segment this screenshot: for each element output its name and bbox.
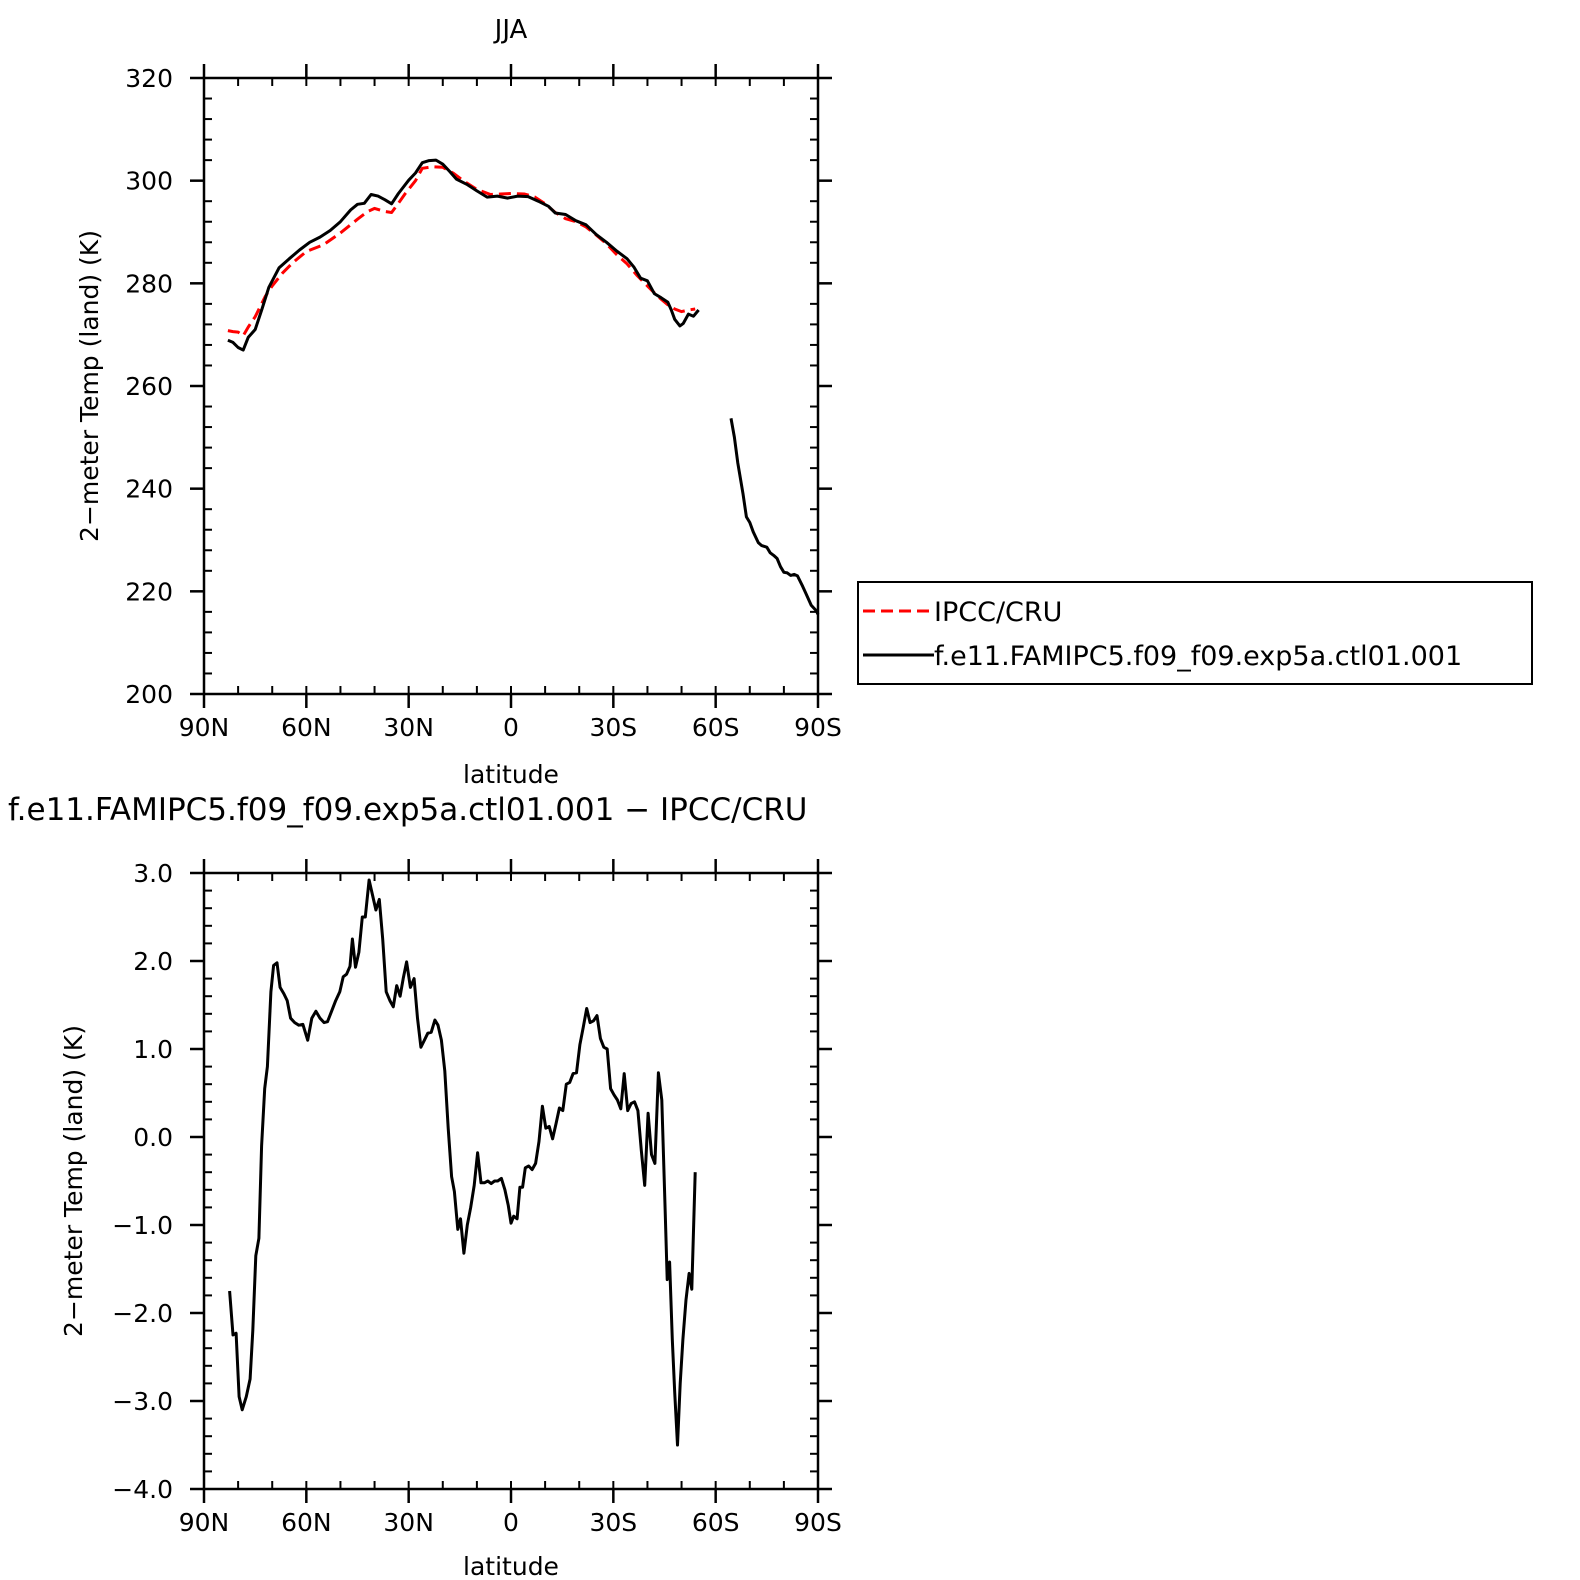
- y-axis-label: 2−meter Temp (land) (K): [59, 1025, 88, 1337]
- x-tick-label: 30S: [589, 713, 637, 742]
- y-tick-label: 320: [125, 64, 173, 93]
- bottom-chart-panel: f.e11.FAMIPC5.f09_f09.exp5a.ctl01.001 − …: [8, 792, 842, 1580]
- y-tick-label: 220: [125, 577, 173, 606]
- y-tick-label: 0.0: [133, 1123, 173, 1152]
- y-tick-label: −3.0: [112, 1387, 173, 1416]
- y-axis-label: 2−meter Temp (land) (K): [75, 230, 104, 542]
- y-tick-label: 300: [125, 167, 173, 196]
- y-tick-label: 240: [125, 475, 173, 504]
- x-tick-label: 60N: [281, 713, 332, 742]
- chart-title: JJA: [493, 15, 528, 45]
- x-tick-label: 0: [503, 713, 519, 742]
- x-tick-label: 60N: [281, 1508, 332, 1537]
- legend: IPCC/CRU f.e11.FAMIPC5.f09_f09.exp5a.ctl0…: [857, 581, 1533, 685]
- y-tick-label: −1.0: [112, 1211, 173, 1240]
- plot-frame: [202, 76, 820, 696]
- y-tick-label: 1.0: [133, 1035, 173, 1064]
- legend-entry-label: f.e11.FAMIPC5.f09_f09.exp5a.ctl01.001: [934, 641, 1462, 672]
- x-axis-label: latitude: [463, 760, 559, 789]
- x-tick-label: 30S: [589, 1508, 637, 1537]
- x-tick-label: 60S: [692, 713, 740, 742]
- x-tick-label: 30N: [383, 713, 434, 742]
- top-chart-panel: JJA 90N 60N 30N 0 30S 60S 90S 200 220 240 260 280 300…: [75, 15, 1533, 789]
- series-line-1: [227, 158, 820, 616]
- x-axis-label: latitude: [463, 1552, 559, 1580]
- legend-entry-label: IPCC/CRU: [934, 597, 1062, 628]
- plot-frame: [202, 871, 820, 1491]
- legend-box: [857, 581, 1533, 685]
- x-tick-label: 0: [503, 1508, 519, 1537]
- x-tick-label: 90S: [794, 1508, 842, 1537]
- x-tick-label: 30N: [383, 1508, 434, 1537]
- y-tick-label: −4.0: [112, 1475, 173, 1504]
- x-tick-label: 90N: [179, 1508, 230, 1537]
- chart-title: f.e11.FAMIPC5.f09_f09.exp5a.ctl01.001 − …: [8, 792, 808, 828]
- x-tick-label: 60S: [692, 1508, 740, 1537]
- y-tick-label: 280: [125, 269, 173, 298]
- y-tick-label: 200: [125, 680, 173, 709]
- y-tick-label: 2.0: [133, 947, 173, 976]
- x-tick-label: 90S: [794, 713, 842, 742]
- difference-line: [228, 878, 697, 1447]
- y-tick-label: −2.0: [112, 1299, 173, 1328]
- y-tick-label: 260: [125, 372, 173, 401]
- x-tick-label: 90N: [179, 713, 230, 742]
- y-tick-label: 3.0: [133, 859, 173, 888]
